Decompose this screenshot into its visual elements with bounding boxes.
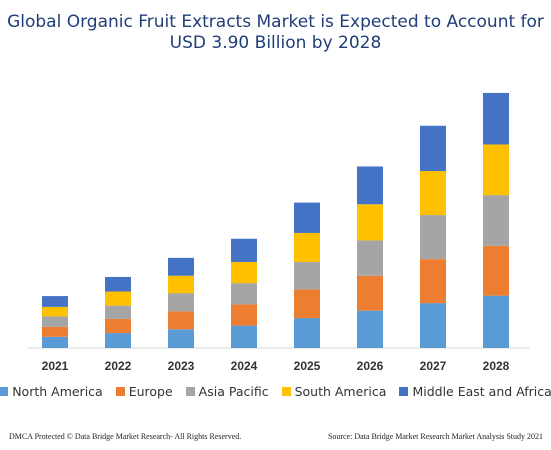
bar-segment-2023-south-america — [168, 275, 194, 294]
copyright-footer: DMCA Protected © Data Bridge Market Rese… — [9, 432, 242, 441]
bar-segment-2027-asia-pacific — [420, 215, 446, 260]
bar-segment-2028-middle-east-and-africa — [483, 92, 509, 145]
bar-segment-2027-middle-east-and-africa — [420, 125, 446, 172]
bar-segment-2027-europe — [420, 259, 446, 304]
bar-segment-2023-north-america — [168, 329, 194, 348]
legend-item-europe: Europe — [115, 384, 173, 399]
x-tick-label-2027: 2027 — [420, 359, 447, 373]
bar-segment-2024-middle-east-and-africa — [231, 238, 257, 263]
x-tick-label-2025: 2025 — [294, 359, 321, 373]
source-footer: Source: Data Bridge Market Research Mark… — [327, 432, 543, 441]
legend-swatch — [185, 387, 195, 396]
chart-title-line-1: Global Organic Fruit Extracts Market is … — [7, 12, 544, 32]
legend-item-asia-pacific: Asia Pacific — [185, 384, 269, 399]
bar-segment-2026-asia-pacific — [357, 240, 383, 276]
bar-segment-2026-middle-east-and-africa — [357, 166, 383, 205]
bar-segment-2023-middle-east-and-africa — [168, 257, 194, 276]
x-tick-label-2028: 2028 — [483, 359, 510, 373]
chart-title-line-2: USD 3.90 Billion by 2028 — [169, 33, 382, 53]
x-tick-label-2023: 2023 — [168, 359, 195, 373]
bar-segment-2028-south-america — [483, 144, 509, 196]
bar-segment-2026-north-america — [357, 310, 383, 348]
legend-item-south-america: South America — [281, 384, 387, 399]
bar-segment-2022-asia-pacific — [105, 305, 131, 319]
legend-label: Europe — [128, 384, 173, 399]
bar-segment-2025-south-america — [294, 232, 320, 263]
bar-segment-2024-north-america — [231, 325, 257, 348]
x-tick-label-2022: 2022 — [105, 359, 132, 373]
legend-item-north-america: North America — [0, 384, 103, 399]
legend-swatch — [115, 387, 125, 396]
bar-segment-2021-asia-pacific — [42, 316, 68, 327]
bar-segment-2024-asia-pacific — [231, 283, 257, 305]
bar-segment-2024-europe — [231, 304, 257, 326]
x-tick-label-2024: 2024 — [231, 359, 258, 373]
legend-swatch — [399, 387, 409, 396]
x-tick-label-2026: 2026 — [357, 359, 384, 373]
bar-segment-2022-middle-east-and-africa — [105, 276, 131, 292]
legend-label: South America — [294, 384, 387, 399]
bar-segment-2021-europe — [42, 326, 68, 337]
legend-label: Asia Pacific — [198, 384, 269, 399]
bar-segment-2025-europe — [294, 289, 320, 319]
bar-segment-2028-asia-pacific — [483, 195, 509, 246]
bar-segment-2025-asia-pacific — [294, 262, 320, 290]
bar-segment-2021-north-america — [42, 336, 68, 348]
bar-segment-2028-north-america — [483, 295, 509, 348]
bar-segment-2022-south-america — [105, 291, 131, 306]
bar-segment-2023-europe — [168, 311, 194, 330]
legend-swatch — [0, 387, 9, 396]
bar-segment-2023-asia-pacific — [168, 293, 194, 312]
chart-title: Global Organic Fruit Extracts Market is … — [0, 12, 551, 54]
bar-segment-2027-north-america — [420, 303, 446, 348]
x-tick-label-2021: 2021 — [42, 359, 69, 373]
stacked-bar-chart: 2021 2022 2023 2024 2025 2026 2027 2028 — [28, 92, 530, 373]
bar-segment-2022-europe — [105, 318, 131, 334]
legend-label: North America — [12, 384, 103, 399]
legend-swatch — [281, 387, 291, 396]
chart-legend: North America Europe Asia Pacific South Ame… — [0, 384, 551, 399]
bar-segment-2025-north-america — [294, 318, 320, 348]
bar-segment-2026-south-america — [357, 204, 383, 241]
legend-item-middle-east-and-africa: Middle East and Africa — [399, 384, 551, 399]
bar-segment-2027-south-america — [420, 171, 446, 216]
bar-segment-2028-europe — [483, 245, 509, 296]
bar-segment-2021-south-america — [42, 306, 68, 317]
bar-segment-2021-middle-east-and-africa — [42, 296, 68, 307]
bar-segment-2025-middle-east-and-africa — [294, 202, 320, 233]
bar-segment-2024-south-america — [231, 262, 257, 284]
legend-label: Middle East and Africa — [412, 384, 551, 399]
bar-segment-2022-north-america — [105, 333, 131, 348]
bar-segment-2026-europe — [357, 275, 383, 311]
